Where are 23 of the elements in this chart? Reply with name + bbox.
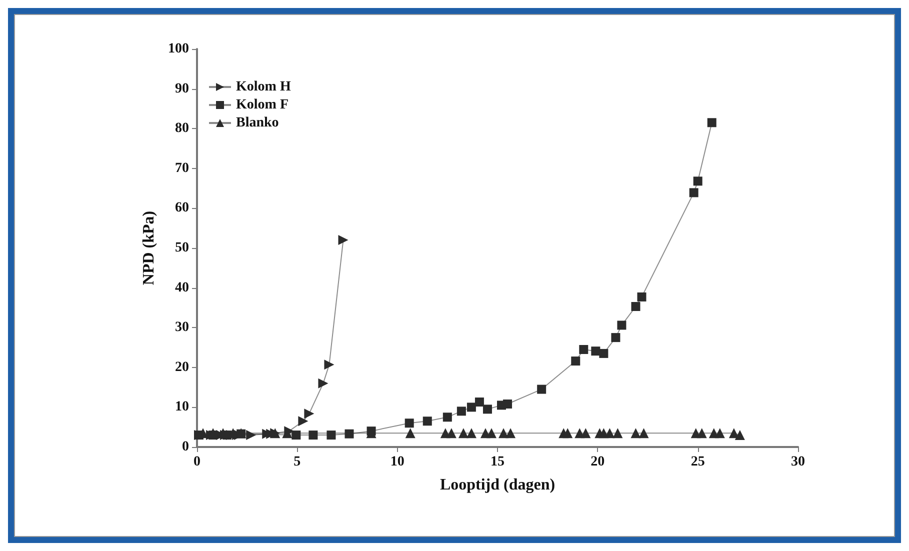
- x-tick-label: 0: [194, 454, 200, 470]
- y-tick-label: 60: [175, 200, 189, 216]
- x-tick-label: 15: [490, 454, 504, 470]
- x-tick-label: 25: [690, 454, 705, 470]
- y-tick-label: 80: [175, 121, 189, 136]
- x-tick-label: 10: [390, 454, 404, 470]
- y-tick-label: 20: [175, 360, 189, 375]
- legend-label: Blanko: [236, 116, 279, 130]
- y-tick-label: 40: [175, 280, 189, 296]
- x-tick-label: 5: [294, 454, 301, 470]
- x-tick-label: 20: [590, 454, 605, 470]
- legend-label: Kolom F: [236, 98, 288, 112]
- y-tick-label: 50: [175, 240, 189, 256]
- legend-label: Kolom H: [236, 80, 291, 94]
- x-axis-title: Looptijd (dagen): [440, 476, 556, 494]
- y-tick-label: 100: [168, 42, 189, 56]
- y-tick-label: 0: [182, 440, 189, 454]
- y-axis-title: NPD (kPa): [140, 210, 158, 286]
- y-tick-label: 90: [175, 81, 189, 96]
- y-tick-label: 30: [175, 320, 189, 336]
- y-tick-label: 10: [175, 400, 189, 415]
- x-tick-label: 30: [791, 454, 805, 470]
- y-tick-label: 70: [175, 160, 189, 176]
